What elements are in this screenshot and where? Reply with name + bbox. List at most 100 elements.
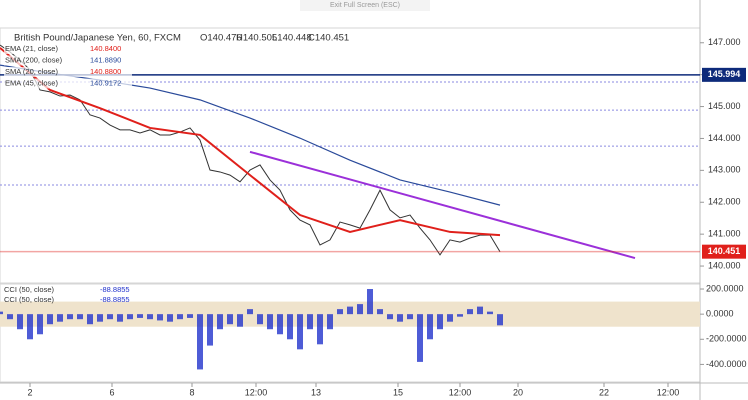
cci-bar xyxy=(417,314,423,362)
indicator-value: 141.8890 xyxy=(90,55,121,64)
cci-bar xyxy=(147,314,153,320)
indicator-value: 140.9172 xyxy=(90,78,121,87)
x-tick-label: 15 xyxy=(393,387,403,397)
cci-bar xyxy=(137,314,143,318)
cci-bar xyxy=(207,314,213,346)
cci-bar xyxy=(77,314,83,320)
cci-name: CCI (50, close) xyxy=(4,295,55,304)
chart-title: British Pound/Japanese Yen, 60, FXCM xyxy=(14,33,181,44)
cci-bar xyxy=(367,289,373,315)
cci-bar xyxy=(67,314,73,320)
cci-bar xyxy=(37,314,43,335)
cci-bar xyxy=(437,314,443,330)
cci-bar xyxy=(397,314,403,322)
ohlc-value: C140.451 xyxy=(308,33,349,44)
series-line xyxy=(249,150,636,260)
cci-bar xyxy=(7,314,13,320)
indicator-value: 140.8800 xyxy=(90,67,121,76)
x-tick-label: 2 xyxy=(27,387,32,397)
indicator-name: SMA (200, close) xyxy=(5,55,63,64)
cci-bar xyxy=(287,314,293,340)
cci-name: CCI (50, close) xyxy=(4,285,55,294)
cci-bar xyxy=(217,314,223,330)
cci-bar xyxy=(57,314,63,322)
indicator-box xyxy=(4,67,132,77)
y-tick-label: -200.0000 xyxy=(706,334,747,344)
x-tick-label: 20 xyxy=(513,387,523,397)
y-tick-label: -400.0000 xyxy=(706,359,747,369)
cci-bar xyxy=(407,314,413,320)
cci-bar xyxy=(197,314,203,370)
indicator-box xyxy=(4,78,132,89)
ohlc-value: L140.448 xyxy=(272,33,312,44)
series-line xyxy=(0,64,501,206)
cci-bar xyxy=(247,309,253,315)
exit-banner[interactable] xyxy=(300,0,430,11)
indicator-name: SMA (20, close) xyxy=(5,67,58,76)
price-label-box xyxy=(702,244,746,259)
x-tick-label: 6 xyxy=(109,387,114,397)
y-tick-label: 147.000 xyxy=(708,37,741,47)
y-tick-label: 145.000 xyxy=(708,101,741,111)
indicator-box xyxy=(4,55,132,66)
cci-bar xyxy=(457,314,463,317)
cci-bar xyxy=(177,314,183,320)
cci-bar xyxy=(267,314,273,330)
x-tick-label: 8 xyxy=(189,387,194,397)
cci-bar xyxy=(467,309,473,315)
y-tick-label: 0.0000 xyxy=(706,309,734,319)
x-tick-label: 12:00 xyxy=(657,387,680,397)
cci-bar xyxy=(117,314,123,322)
cci-bar xyxy=(327,314,333,330)
indicator-name: EMA (45, close) xyxy=(5,78,58,87)
cci-bar xyxy=(477,306,483,315)
indicator-box xyxy=(4,44,132,54)
series-line xyxy=(0,47,501,237)
cci-bar xyxy=(87,314,93,325)
cci-band xyxy=(0,301,700,327)
cci-bar xyxy=(167,314,173,322)
cci-bar xyxy=(447,314,453,322)
x-tick-label: 12:00 xyxy=(245,387,268,397)
cci-bar xyxy=(337,309,343,315)
cci-bar xyxy=(357,304,363,315)
cci-bar xyxy=(377,309,383,315)
cci-bar xyxy=(487,311,493,315)
cci-bar xyxy=(97,314,103,322)
cci-bar xyxy=(347,306,353,315)
cci-value: -88.8855 xyxy=(100,285,130,294)
x-tick-label: 13 xyxy=(311,387,321,397)
cci-value: -88.8855 xyxy=(100,295,130,304)
price-label: 145.994 xyxy=(708,69,741,79)
cci-bar xyxy=(237,314,243,327)
price-label: 140.451 xyxy=(708,246,741,256)
cci-bar xyxy=(0,311,3,315)
cci-bar xyxy=(277,314,283,335)
cci-bar xyxy=(387,314,393,320)
indicator-value: 140.8400 xyxy=(90,44,121,53)
cci-bar xyxy=(107,314,113,320)
cci-bar xyxy=(297,314,303,350)
y-tick-label: 200.0000 xyxy=(706,283,744,293)
cci-bar xyxy=(227,314,233,325)
cci-bar xyxy=(127,314,133,320)
indicator-name: EMA (21, close) xyxy=(5,44,58,53)
ohlc-value: O140.476 xyxy=(200,33,242,44)
cci-bar xyxy=(497,314,503,326)
exit-fullscreen[interactable]: Exit Full Screen (ESC) xyxy=(330,2,400,9)
cci-bar xyxy=(307,314,313,330)
price-label-box xyxy=(702,67,746,82)
cci-bar xyxy=(257,314,263,325)
y-tick-label: 144.000 xyxy=(708,133,741,143)
x-tick-label: 12:00 xyxy=(449,387,472,397)
cci-bar xyxy=(427,314,433,340)
y-tick-label: 141.000 xyxy=(708,229,741,239)
cci-bar xyxy=(317,314,323,345)
y-tick-label: 142.000 xyxy=(708,197,741,207)
cci-bar xyxy=(27,314,33,340)
y-tick-label: 140.000 xyxy=(708,260,741,270)
cci-bar xyxy=(47,314,53,325)
